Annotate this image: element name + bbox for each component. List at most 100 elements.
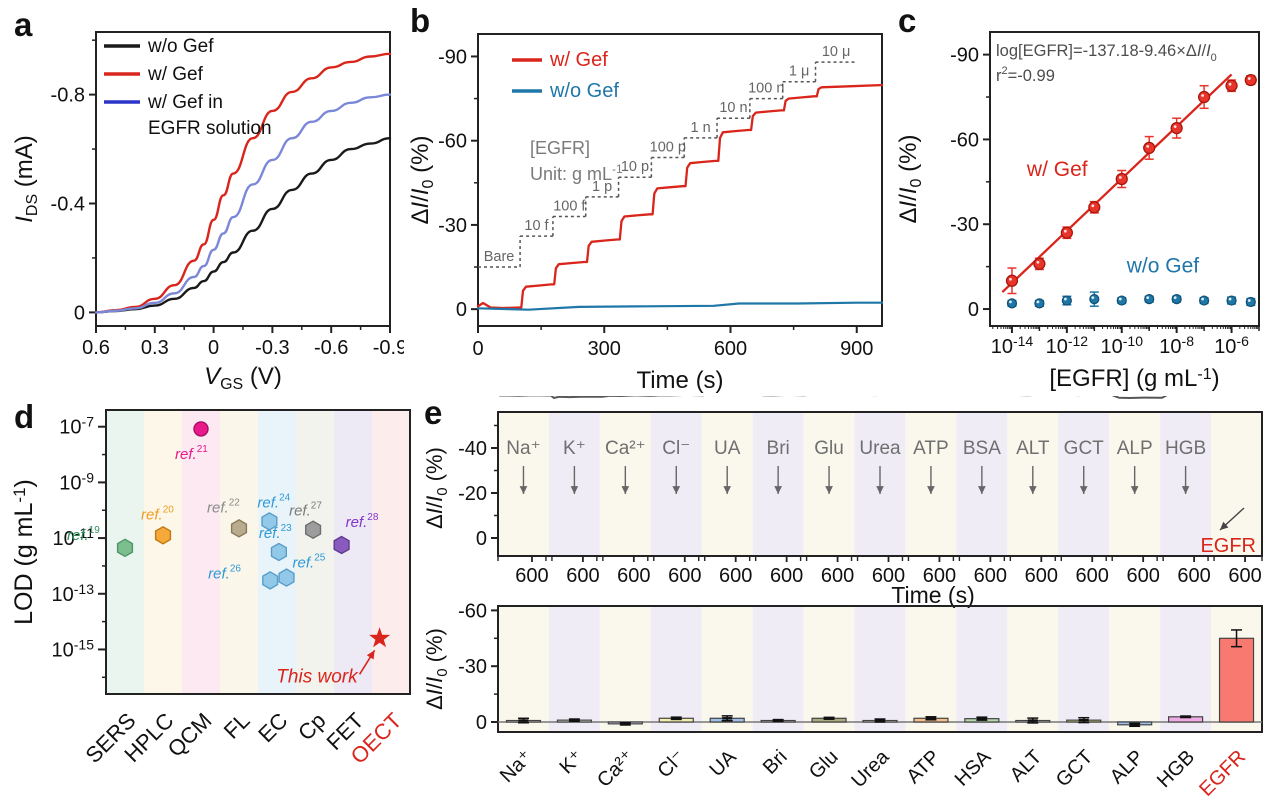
- svg-text:10-13: 10-13: [52, 581, 95, 606]
- svg-text:Time (s): Time (s): [891, 582, 974, 608]
- svg-text:ATP: ATP: [913, 438, 949, 459]
- svg-text:ref.28: ref.28: [346, 512, 379, 531]
- svg-text:ΔI/I0 (%): ΔI/I0 (%): [422, 447, 451, 529]
- svg-text:10 p: 10 p: [621, 159, 649, 175]
- svg-text:0: 0: [968, 299, 979, 321]
- svg-text:600: 600: [1177, 565, 1210, 587]
- svg-text:IDS (mA): IDS (mA): [11, 135, 41, 223]
- svg-text:This work: This work: [276, 666, 359, 687]
- svg-text:ALP: ALP: [1117, 438, 1153, 459]
- svg-text:600: 600: [770, 565, 803, 587]
- svg-text:Na⁺: Na⁺: [506, 438, 540, 459]
- panel-letter-a: a: [14, 6, 33, 43]
- svg-text:HGB: HGB: [1165, 438, 1206, 459]
- svg-text:BSA: BSA: [963, 438, 1001, 459]
- panel-e-selectivity: 0 -20 -40 Na⁺ K⁺ Ca²⁺ Cl⁻ UA Bri Glu Urea ATP BSA ALT…: [418, 396, 1269, 809]
- svg-text:600: 600: [1228, 565, 1261, 587]
- svg-text:w/o Gef: w/o Gef: [549, 80, 619, 102]
- svg-text:w/ Gef in: w/ Gef in: [147, 92, 223, 113]
- panel-b-realtime-response: 0 300 600 900 0 -30 -60 -90 Bare 10 f 100 f 1 p 10 p…: [404, 4, 892, 396]
- svg-text:600: 600: [719, 565, 752, 587]
- svg-text:ALT: ALT: [1016, 438, 1050, 459]
- svg-text:ref.27: ref.27: [289, 501, 322, 520]
- svg-text:600: 600: [923, 565, 956, 587]
- svg-text:[EGFR]: [EGFR]: [530, 138, 590, 158]
- panel-letter-e: e: [424, 394, 443, 431]
- svg-text:ref.23: ref.23: [259, 523, 292, 542]
- svg-text:Bri: Bri: [759, 746, 792, 779]
- panel-letter-d: d: [14, 398, 35, 435]
- svg-text:log[EGFR]=-137.18-9.46×ΔI/I0: log[EGFR]=-137.18-9.46×ΔI/I0: [996, 42, 1217, 64]
- svg-text:1 n: 1 n: [691, 120, 711, 136]
- svg-text:Cl⁻: Cl⁻: [662, 438, 690, 459]
- svg-text:900: 900: [840, 338, 873, 360]
- svg-text:w/ Gef: w/ Gef: [1026, 158, 1088, 181]
- svg-text:-60: -60: [438, 131, 467, 153]
- svg-text:HSA: HSA: [951, 746, 996, 791]
- svg-text:EGFR solution: EGFR solution: [148, 118, 272, 139]
- svg-text:EC: EC: [253, 708, 292, 747]
- svg-text:ref.22: ref.22: [207, 497, 240, 516]
- svg-text:ref.24: ref.24: [257, 492, 290, 511]
- panel-letter-b: b: [410, 2, 431, 39]
- svg-text:EGFR: EGFR: [1200, 535, 1256, 557]
- svg-text:UA: UA: [714, 438, 741, 459]
- svg-text:1 p: 1 p: [592, 179, 612, 195]
- panel-d-lod-comparison: 10-7 10-9 10-11 10-13 10-15 ref.19 ref.20 ref.2…: [6, 396, 418, 809]
- svg-text:10-15: 10-15: [52, 636, 95, 661]
- svg-text:-0.3: -0.3: [255, 337, 289, 359]
- svg-text:EGFR: EGFR: [1195, 746, 1250, 801]
- svg-text:100 p: 100 p: [650, 140, 686, 156]
- svg-text:Urea: Urea: [847, 745, 894, 792]
- svg-text:K⁺: K⁺: [563, 438, 586, 459]
- svg-text:QCM: QCM: [163, 708, 217, 762]
- svg-text:FL: FL: [219, 708, 255, 744]
- svg-text:10-10: 10-10: [1101, 333, 1144, 358]
- svg-text:600: 600: [821, 565, 854, 587]
- svg-text:-90: -90: [950, 45, 979, 67]
- panel-d-chart: 10-7 10-9 10-11 10-13 10-15 ref.19 ref.20 ref.2…: [10, 409, 411, 769]
- svg-text:ATP: ATP: [902, 746, 944, 788]
- svg-text:Bri: Bri: [767, 438, 790, 459]
- svg-text:100 f: 100 f: [553, 199, 586, 215]
- svg-text:0: 0: [472, 338, 483, 360]
- svg-text:10-9: 10-9: [59, 469, 94, 494]
- svg-text:HGB: HGB: [1153, 746, 1199, 792]
- svg-text:-30: -30: [438, 215, 467, 237]
- svg-text:600: 600: [1126, 565, 1159, 587]
- svg-text:600: 600: [668, 565, 701, 587]
- svg-text:600: 600: [872, 565, 905, 587]
- svg-text:600: 600: [974, 565, 1007, 587]
- svg-text:w/ Gef: w/ Gef: [147, 64, 204, 85]
- svg-text:10 f: 10 f: [524, 218, 549, 234]
- svg-text:0.3: 0.3: [141, 337, 169, 359]
- svg-text:10-12: 10-12: [1046, 333, 1089, 358]
- svg-text:-60: -60: [950, 129, 979, 151]
- svg-text:10-8: 10-8: [1159, 333, 1194, 358]
- svg-text:Na⁺: Na⁺: [496, 746, 537, 787]
- svg-text:ref.20: ref.20: [141, 504, 174, 523]
- svg-text:w/o Gef: w/o Gef: [1126, 254, 1200, 277]
- svg-text:-0.4: -0.4: [51, 194, 85, 216]
- svg-text:10-7: 10-7: [59, 414, 94, 439]
- svg-text:K⁺: K⁺: [555, 746, 587, 778]
- panel-letter-c: c: [898, 2, 917, 39]
- panel-c-calibration: 10-14 10-12 10-10 10-8 10-6 0 -30 -60 -90 log[EGF…: [892, 4, 1269, 396]
- svg-text:VGS (V): VGS (V): [204, 363, 282, 393]
- svg-text:10-14: 10-14: [991, 333, 1034, 358]
- svg-text:600: 600: [617, 565, 650, 587]
- panel-a-chart: 0.6 0.3 0 -0.3 -0.6 -0.9 0 -0.4 -0.8 VGS (V) IDS (…: [11, 31, 404, 393]
- svg-text:-60: -60: [458, 600, 487, 622]
- svg-text:-30: -30: [458, 656, 487, 678]
- svg-text:ref.25: ref.25: [293, 553, 326, 572]
- svg-text:10 μ: 10 μ: [822, 44, 851, 60]
- svg-text:w/o Gef: w/o Gef: [147, 36, 214, 57]
- svg-text:0: 0: [208, 337, 219, 359]
- svg-text:0: 0: [476, 528, 487, 550]
- svg-text:100 n: 100 n: [748, 81, 784, 97]
- svg-text:0.6: 0.6: [82, 337, 110, 359]
- svg-text:600: 600: [515, 565, 548, 587]
- svg-text:300: 300: [588, 338, 621, 360]
- svg-text:0: 0: [456, 299, 467, 321]
- svg-text:-0.8: -0.8: [51, 85, 85, 107]
